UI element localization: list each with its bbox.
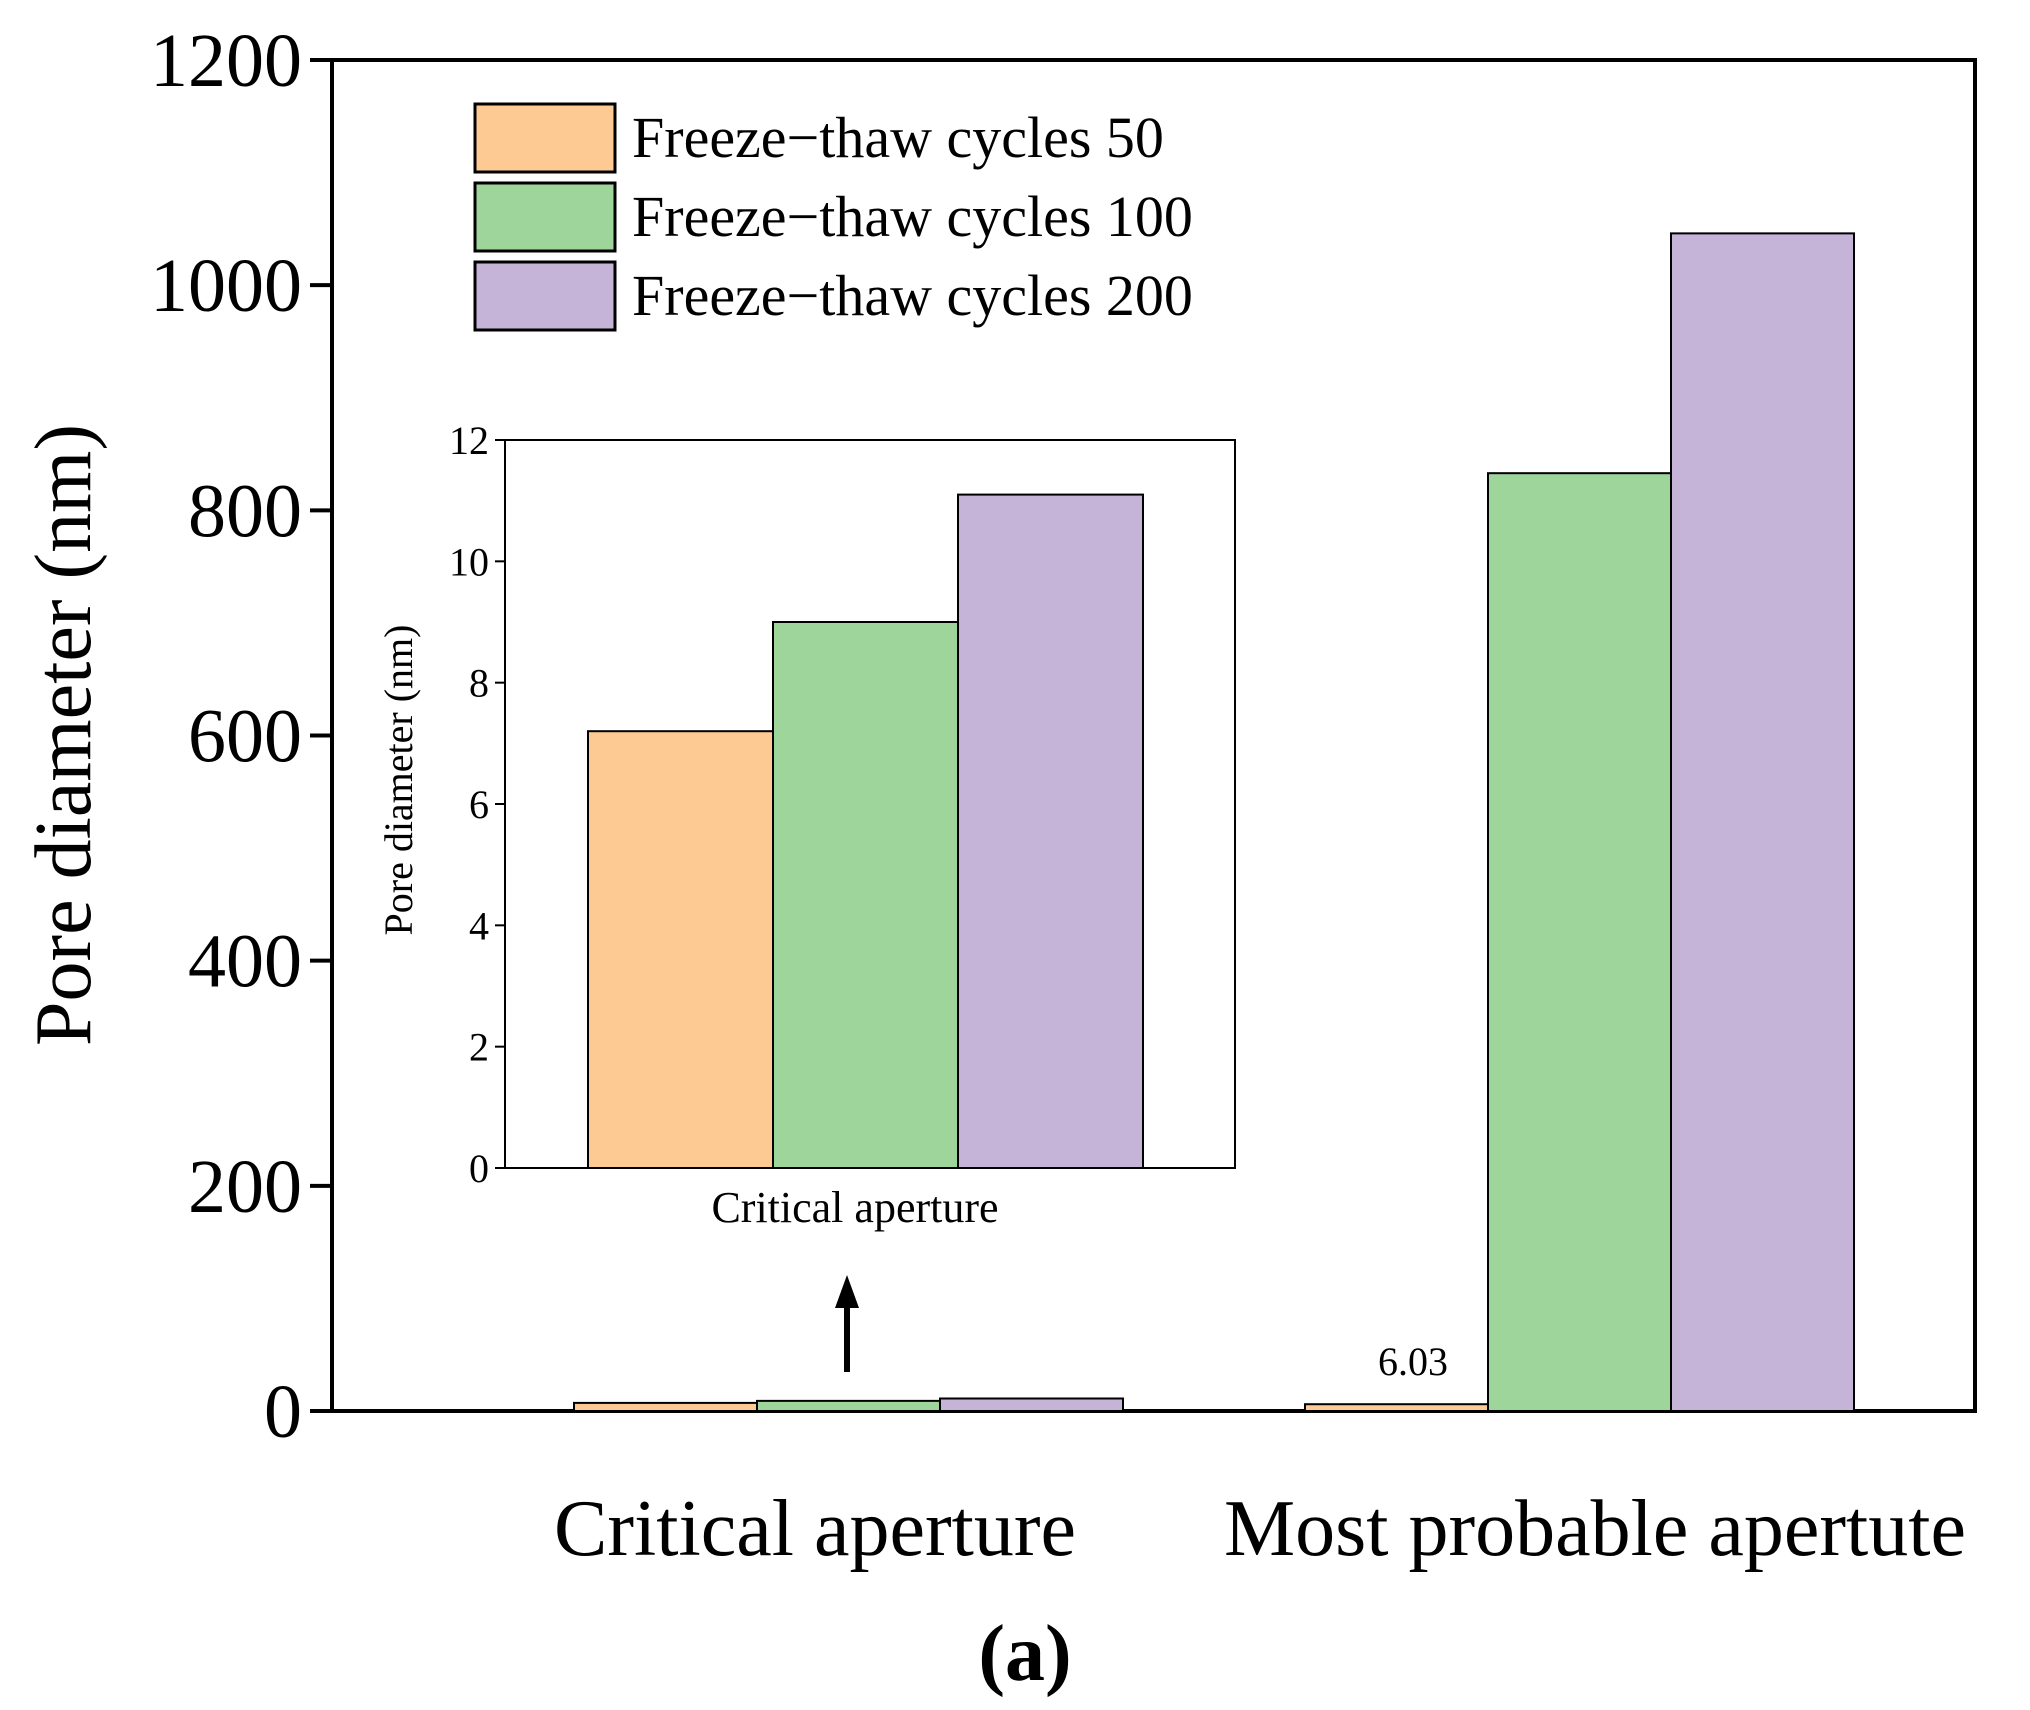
main-bars bbox=[573, 232, 1855, 1413]
legend-swatch-100 bbox=[473, 181, 617, 253]
bar-most-probable-100 bbox=[1487, 472, 1672, 1412]
inset-chart: 0 2 4 6 8 10 12 Critical aperture Pore diamete… bbox=[376, 418, 1236, 1232]
legend-swatch-200 bbox=[473, 260, 617, 332]
data-label-most-probable-50: 6.03 bbox=[1378, 1339, 1448, 1384]
inset-y-tick-label-12: 12 bbox=[449, 418, 489, 463]
main-y-axis: 0 200 400 600 800 1000 1200 bbox=[150, 19, 332, 1454]
legend: Freeze−thaw cycles 50 Freeze−thaw cycles… bbox=[473, 102, 1193, 332]
inset-bar-200 bbox=[957, 493, 1144, 1170]
inset-bar-50 bbox=[587, 730, 774, 1169]
legend-label-50: Freeze−thaw cycles 50 bbox=[632, 105, 1164, 170]
main-y-tick-label-1200: 1200 bbox=[150, 19, 302, 103]
main-y-tick-label-600: 600 bbox=[188, 695, 302, 779]
inset-bar-100 bbox=[772, 621, 959, 1169]
bar-most-probable-50 bbox=[1304, 1403, 1489, 1412]
inset-y-tick-label-0: 0 bbox=[469, 1146, 489, 1191]
legend-swatch-50 bbox=[473, 102, 617, 174]
bar-critical-50 bbox=[573, 1401, 758, 1413]
main-chart: 0 200 400 600 800 1000 1200 6.03 Critical aper… bbox=[20, 19, 1977, 1698]
legend-item-50: Freeze−thaw cycles 50 bbox=[473, 102, 1164, 174]
main-y-tick-label-400: 400 bbox=[188, 920, 302, 1004]
inset-y-tick-label-2: 2 bbox=[469, 1025, 489, 1070]
bar-most-probable-200 bbox=[1670, 232, 1855, 1413]
inset-y-axis: 0 2 4 6 8 10 12 bbox=[449, 418, 505, 1191]
main-y-tick-label-0: 0 bbox=[264, 1370, 302, 1454]
y-axis-title: Pore diameter (nm) bbox=[20, 424, 108, 1046]
inset-bars bbox=[587, 493, 1144, 1170]
inset-x-axis-title: Critical aperture bbox=[711, 1183, 998, 1232]
inset-y-tick-label-4: 4 bbox=[469, 903, 489, 948]
inset-y-tick-label-10: 10 bbox=[449, 539, 489, 584]
main-y-tick-label-1000: 1000 bbox=[150, 244, 302, 328]
legend-label-100: Freeze−thaw cycles 100 bbox=[632, 184, 1193, 249]
inset-y-tick-label-8: 8 bbox=[469, 661, 489, 706]
main-y-tick-label-800: 800 bbox=[188, 469, 302, 553]
x-category-label-critical: Critical aperture bbox=[554, 1485, 1076, 1573]
legend-item-100: Freeze−thaw cycles 100 bbox=[473, 181, 1193, 253]
inset-y-tick-label-6: 6 bbox=[469, 782, 489, 827]
bar-critical-200 bbox=[939, 1397, 1124, 1413]
legend-label-200: Freeze−thaw cycles 200 bbox=[632, 263, 1193, 328]
inset-y-axis-title: Pore diameter (nm) bbox=[376, 625, 421, 936]
panel-label: (a) bbox=[978, 1610, 1071, 1698]
main-y-tick-label-200: 200 bbox=[188, 1145, 302, 1229]
arrow-up-icon bbox=[835, 1275, 859, 1372]
legend-item-200: Freeze−thaw cycles 200 bbox=[473, 260, 1193, 332]
x-category-label-most-probable: Most probable apertute bbox=[1224, 1485, 1966, 1573]
bar-critical-100 bbox=[756, 1399, 941, 1413]
